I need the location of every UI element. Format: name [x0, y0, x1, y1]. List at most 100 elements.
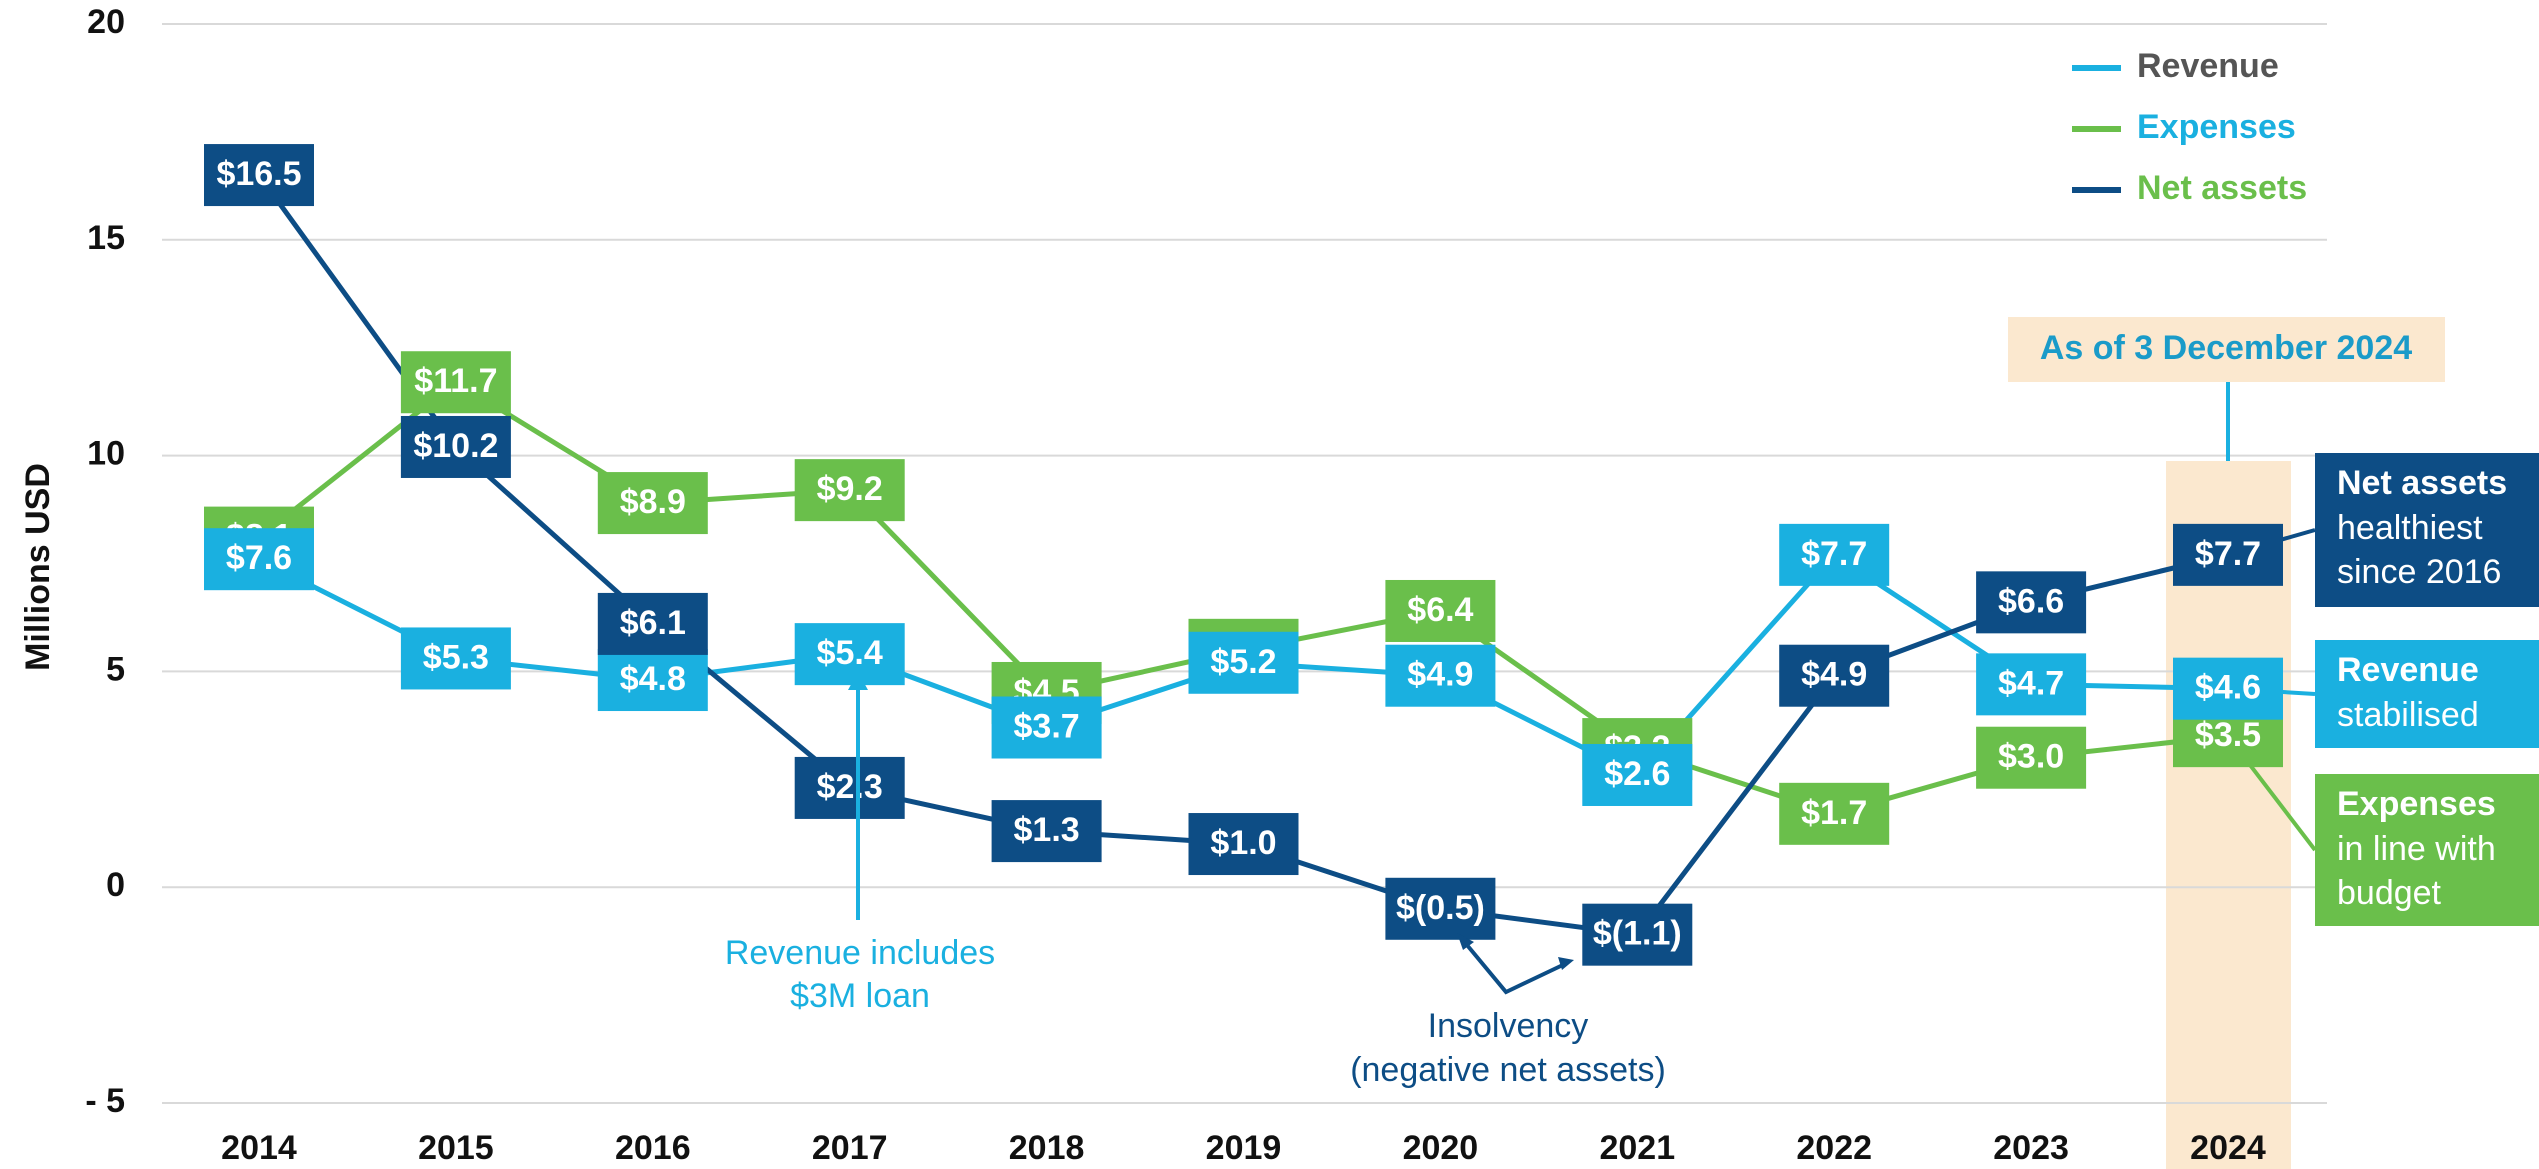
side-note-text: budget: [2337, 874, 2442, 912]
value-label-box: [1188, 813, 1299, 876]
value-label-group: $10.2: [400, 415, 511, 478]
value-label: $10.2: [413, 427, 498, 465]
value-label: $1.7: [1801, 794, 1867, 832]
x-tick-label: 2023: [1993, 1129, 2069, 1167]
value-label-group: $(0.5): [1385, 877, 1496, 940]
value-label-group: $4.6: [2173, 657, 2283, 720]
annotation-arrowhead: [1558, 957, 1574, 970]
value-label-box: [597, 592, 708, 655]
value-label: $2.6: [1604, 755, 1670, 793]
value-label: $1.3: [1014, 811, 1080, 849]
side-note-text: since 2016: [2337, 553, 2501, 591]
value-label-box: [1779, 782, 1890, 845]
side-note-text: stabilised: [2337, 696, 2479, 734]
annotation-text: Revenue includes: [725, 934, 995, 972]
value-label-box: [1976, 726, 2087, 789]
value-label: $5.3: [423, 638, 489, 676]
legend-label: Expenses: [2137, 108, 2296, 146]
x-tick-label: 2021: [1599, 1129, 1675, 1167]
legend-label: Revenue: [2137, 47, 2279, 85]
value-label-box: [991, 696, 1102, 759]
value-label-box: [400, 627, 511, 690]
y-tick-label: 20: [87, 3, 125, 41]
value-label-group: $(1.1): [1582, 903, 1693, 966]
value-label-box: [1976, 653, 2087, 716]
y-tick-label: 5: [106, 650, 125, 688]
value-label-group: $7.6: [204, 528, 314, 591]
x-tick-label: 2016: [615, 1129, 691, 1167]
series-line: [257, 379, 2229, 817]
value-label-group: $3.0: [1976, 726, 2087, 789]
y-tick-label: - 5: [85, 1082, 125, 1120]
y-tick-label: 10: [87, 435, 125, 473]
annotation-arrow: [1460, 937, 1568, 995]
side-note-text: in line with: [2337, 830, 2496, 868]
value-label-box: [1779, 644, 1890, 707]
value-label-group: $16.5: [204, 144, 314, 207]
x-tick-label: 2020: [1403, 1129, 1479, 1167]
value-label-box: [597, 649, 708, 712]
annotation-text: Insolvency: [1428, 1007, 1589, 1045]
value-label-box: [991, 800, 1102, 863]
highlight-label: As of 3 December 2024: [2040, 329, 2412, 367]
value-label-group: $2.3: [794, 756, 905, 819]
value-label-box: [2173, 657, 2283, 720]
value-label-group: $7.7: [1779, 523, 1890, 586]
value-label-group: $4.9: [1385, 644, 1496, 707]
annotation-text: $3M loan: [790, 977, 930, 1015]
value-label: $3.5: [2195, 716, 2261, 754]
value-label: $7.6: [226, 539, 292, 577]
x-tick-label: 2014: [221, 1129, 297, 1167]
value-label-group: $6.1: [597, 592, 708, 655]
value-label: $4.6: [2195, 669, 2261, 707]
y-tick-label: 0: [106, 866, 125, 904]
value-label: $4.7: [1998, 664, 2064, 702]
value-label-group: $1.7: [1779, 782, 1890, 845]
value-label-group: $3.7: [991, 696, 1102, 759]
x-tick-label: 2019: [1206, 1129, 1282, 1167]
annotation-arrowhead: [848, 672, 868, 690]
value-label: $2.3: [817, 768, 883, 806]
x-tick-label: 2017: [812, 1129, 888, 1167]
value-label-box: [1976, 571, 2087, 634]
value-label: $3.0: [1998, 738, 2064, 776]
side-note-box: [2315, 453, 2539, 607]
value-label-box: [1779, 523, 1890, 586]
value-label-group: $11.7: [400, 351, 511, 414]
value-label-group: $4.9: [1779, 644, 1890, 707]
side-note-text: healthiest: [2337, 509, 2483, 547]
value-label-box: [597, 472, 708, 535]
value-label-group: $5.3: [400, 627, 511, 690]
value-label-box: [1385, 877, 1496, 940]
x-tick-label: 2018: [1009, 1129, 1085, 1167]
value-label-box: [1385, 579, 1496, 642]
side-note-box: [2315, 774, 2539, 926]
value-label-box: [400, 415, 511, 478]
y-axis-label: Millions USD: [19, 463, 57, 671]
highlight-label-box: [2008, 317, 2445, 382]
value-label-group: $7.7: [2173, 523, 2283, 586]
value-label-group: $5.2: [1188, 631, 1299, 694]
value-label: $4.9: [1407, 656, 1473, 694]
value-label: $4.9: [1801, 656, 1867, 694]
value-label-group: $2.6: [1582, 743, 1693, 806]
value-label: $8.9: [620, 483, 686, 521]
value-label: $4.8: [620, 660, 686, 698]
value-label-box: [204, 144, 314, 207]
x-tick-label: 2024: [2190, 1129, 2266, 1167]
side-note-box: [2315, 640, 2539, 748]
side-note-title: Net assets: [2337, 464, 2507, 502]
x-tick-label: 2022: [1796, 1129, 1872, 1167]
value-label-box: [1582, 903, 1693, 966]
value-label-group: $5.4: [794, 623, 905, 686]
value-label-group: $8.9: [597, 472, 708, 535]
value-label: $3.7: [1014, 707, 1080, 745]
x-tick-label: 2015: [418, 1129, 494, 1167]
value-label: $5.2: [1210, 643, 1276, 681]
value-label: $16.5: [216, 155, 301, 193]
value-label-box: [1582, 743, 1693, 806]
legend-label: Net assets: [2137, 169, 2307, 207]
value-label-box: [794, 623, 905, 686]
value-label-box: [400, 351, 511, 414]
